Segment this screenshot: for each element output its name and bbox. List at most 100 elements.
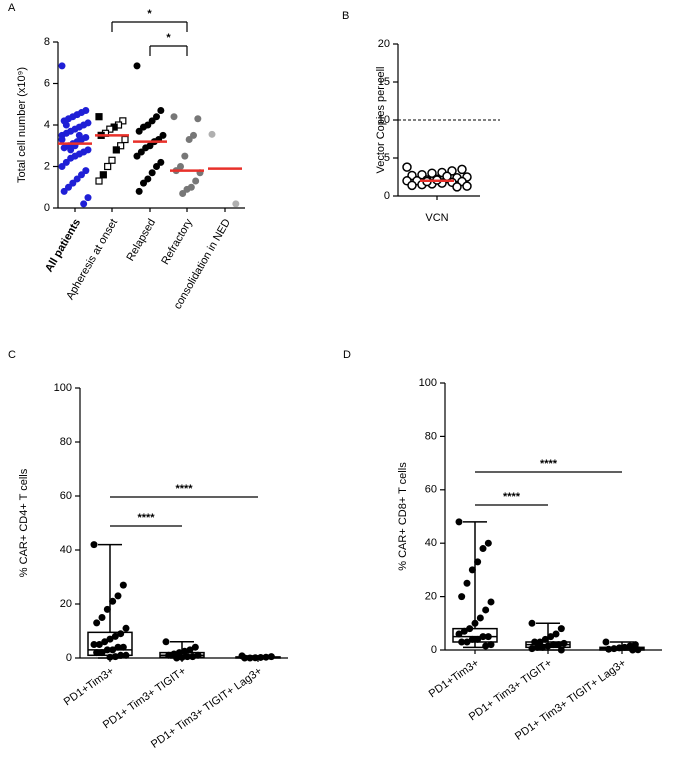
significance-label: **** [503, 491, 521, 503]
dot [122, 651, 130, 659]
y-axis-label: Total cell number (x10⁹) [16, 67, 28, 183]
dot [615, 644, 623, 652]
dot [181, 152, 189, 160]
y-tick-label: 10 [378, 114, 390, 126]
dot [135, 127, 143, 135]
panel-label: A [8, 2, 16, 14]
dot [407, 180, 417, 191]
y-tick-label: 0 [384, 190, 390, 202]
dot [531, 638, 539, 646]
y-tick-label: 40 [425, 537, 437, 549]
dot [552, 630, 560, 638]
y-tick-label: 100 [419, 377, 437, 389]
y-tick-label: 0 [431, 644, 437, 656]
dot [106, 125, 114, 133]
dot [232, 200, 240, 208]
dot [103, 646, 111, 654]
dot [605, 645, 613, 653]
dot [241, 654, 249, 662]
dot [178, 653, 186, 661]
dot [109, 646, 117, 654]
dot [482, 642, 490, 650]
dot [133, 152, 141, 160]
dot [460, 627, 468, 635]
y-axis-label: Vector Copies per cell [375, 67, 387, 174]
dot [629, 646, 637, 654]
dot [455, 518, 463, 526]
dot [60, 187, 68, 195]
dot [62, 158, 70, 166]
dot [190, 131, 197, 139]
dot [560, 639, 568, 647]
y-axis-label: % CAR+ CD4+ T cells [18, 468, 30, 577]
dot [73, 175, 81, 183]
dot [257, 653, 265, 661]
dot [544, 642, 552, 650]
dot [246, 654, 254, 662]
dot [112, 146, 120, 154]
dot [192, 177, 200, 185]
dot [153, 163, 160, 170]
dot [84, 194, 92, 202]
dot [189, 653, 197, 661]
significance-label: * [166, 32, 171, 44]
panel-label: D [343, 349, 351, 361]
x-tick-label: All patients [43, 217, 83, 274]
dot [528, 619, 536, 627]
dot [179, 189, 187, 197]
dot [67, 154, 75, 162]
dot [186, 646, 194, 654]
dot [98, 649, 106, 657]
dot [78, 171, 85, 179]
dot [137, 148, 145, 156]
dot [457, 164, 467, 175]
dot [122, 624, 130, 632]
dot [93, 649, 101, 657]
y-tick-label: 6 [44, 77, 50, 89]
dot [117, 142, 125, 150]
dot [119, 643, 127, 651]
dot [557, 625, 565, 633]
dot [194, 115, 202, 123]
dot [95, 113, 103, 121]
dot [484, 539, 492, 547]
dot [142, 144, 150, 152]
dot [62, 121, 70, 129]
dot [106, 635, 114, 643]
dot [65, 183, 72, 191]
dot [111, 653, 119, 661]
dot [106, 653, 114, 661]
y-tick-label: 0 [44, 202, 50, 214]
dot [191, 643, 199, 651]
dot [111, 632, 119, 640]
dot [487, 598, 495, 606]
dot [442, 171, 452, 181]
dot [177, 163, 184, 170]
dot [98, 614, 106, 621]
y-tick-label: 15 [378, 76, 390, 88]
dot [157, 106, 165, 114]
dot [117, 630, 125, 638]
y-tick-label: 100 [54, 382, 72, 394]
y-tick-label: 20 [60, 598, 72, 610]
dot [484, 633, 492, 641]
dot [117, 651, 125, 659]
panel-label: B [342, 10, 349, 22]
y-tick-label: 5 [384, 152, 390, 164]
dot [474, 635, 482, 643]
y-tick-label: 2 [44, 160, 50, 172]
dot [549, 641, 557, 649]
dot [181, 647, 189, 655]
dot [119, 117, 127, 125]
dot [476, 614, 484, 622]
dot [251, 654, 259, 662]
y-tick-label: 20 [378, 38, 390, 50]
dot [58, 136, 66, 144]
dot [547, 633, 555, 641]
y-tick-label: 80 [60, 436, 72, 448]
y-tick-label: 4 [44, 119, 50, 131]
y-tick-label: 8 [44, 36, 50, 48]
dot [75, 131, 83, 139]
dot [82, 167, 90, 175]
